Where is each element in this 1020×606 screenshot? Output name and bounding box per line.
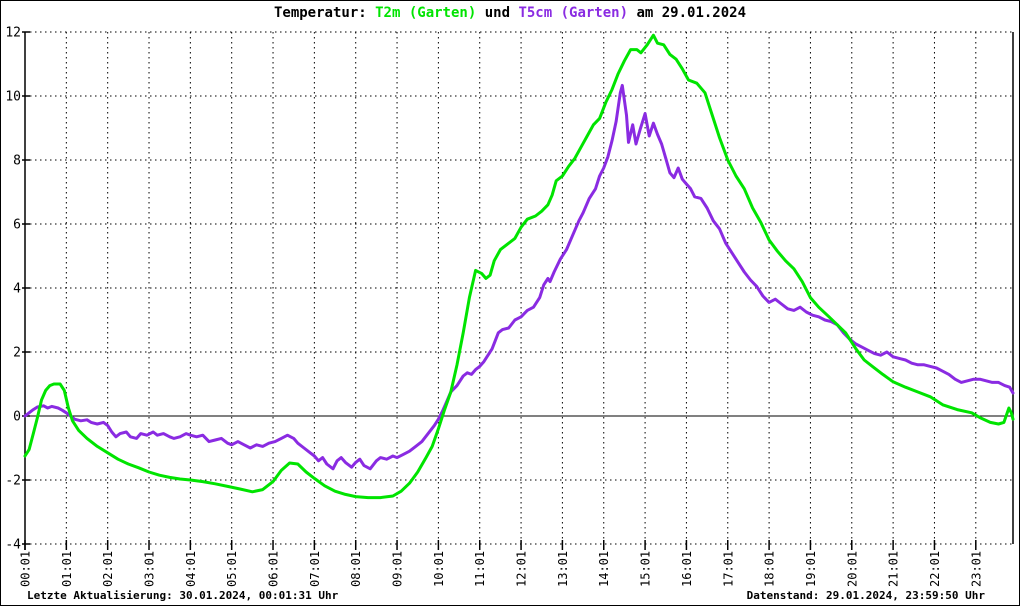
svg-text:17:01: 17:01	[721, 551, 735, 587]
svg-text:02:01: 02:01	[101, 551, 115, 587]
svg-text:03:01: 03:01	[143, 551, 157, 587]
svg-text:12: 12	[5, 26, 21, 41]
svg-text:14:01: 14:01	[597, 551, 611, 587]
gridlines	[25, 31, 1013, 545]
title-series2-t5cm: T5cm (Garten)	[518, 5, 629, 21]
svg-text:19:01: 19:01	[804, 551, 818, 587]
svg-text:09:01: 09:01	[391, 551, 405, 587]
y-tick-labels: -4 -2 0 2 4 6 8 10 12	[5, 26, 21, 553]
svg-text:04:01: 04:01	[184, 551, 198, 587]
title-series1-t2m: T2m (Garten)	[375, 5, 477, 21]
svg-text:18:01: 18:01	[763, 551, 777, 587]
svg-text:10: 10	[5, 90, 21, 105]
svg-text:4: 4	[13, 282, 21, 297]
x-tick-labels: 00:01 01:01 02:01 03:01 04:01 05:01 06:01 07:01…	[19, 551, 984, 587]
svg-text:12:01: 12:01	[515, 551, 529, 587]
svg-text:0: 0	[13, 410, 21, 425]
data-timestamp-text: Datenstand: 29.01.2024, 23:59:50 Uhr	[746, 589, 985, 602]
svg-text:-4: -4	[5, 538, 21, 553]
svg-text:10:01: 10:01	[432, 551, 446, 587]
svg-text:07:01: 07:01	[308, 551, 322, 587]
svg-text:15:01: 15:01	[639, 551, 653, 587]
title-conjunction: und	[476, 5, 519, 21]
last-update-text: Letzte Aktualisierung: 30.01.2024, 00:01…	[27, 589, 339, 602]
t5cm-line	[23, 83, 1015, 471]
axis-ticks	[22, 31, 977, 550]
svg-text:-2: -2	[5, 474, 21, 489]
svg-text:22:01: 22:01	[928, 551, 942, 587]
data-series	[23, 33, 1015, 500]
svg-text:2: 2	[13, 346, 21, 361]
title-prefix: Temperatur:	[273, 5, 376, 21]
svg-text:20:01: 20:01	[845, 551, 859, 587]
svg-text:05:01: 05:01	[225, 551, 239, 587]
svg-text:21:01: 21:01	[887, 551, 901, 587]
svg-text:08:01: 08:01	[349, 551, 363, 587]
svg-text:06:01: 06:01	[267, 551, 281, 587]
chart-title: Temperatur: T2m (Garten) und T5cm (Garte…	[1, 5, 1019, 21]
svg-text:23:01: 23:01	[969, 551, 983, 587]
svg-text:6: 6	[13, 218, 21, 233]
title-suffix: am 29.01.2024	[628, 5, 747, 21]
axes	[24, 32, 1014, 550]
svg-text:16:01: 16:01	[680, 551, 694, 587]
svg-text:00:01: 00:01	[19, 551, 33, 587]
svg-text:13:01: 13:01	[556, 551, 570, 587]
svg-text:01:01: 01:01	[60, 551, 74, 587]
t2m-line	[23, 33, 1015, 500]
svg-text:11:01: 11:01	[473, 551, 487, 587]
svg-text:8: 8	[13, 154, 21, 169]
